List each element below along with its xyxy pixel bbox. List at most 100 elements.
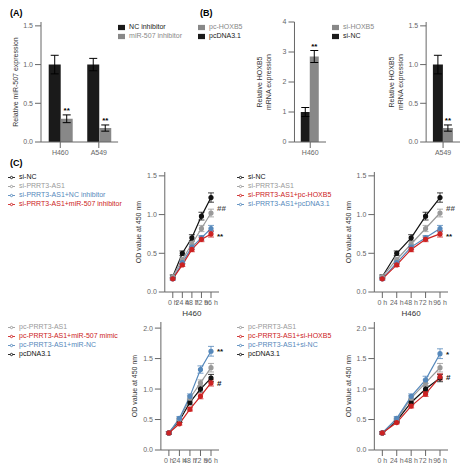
svg-text:2.0: 2.0 [357, 325, 367, 332]
svg-text:mRNA expression: mRNA expression [265, 54, 273, 110]
html-text:pc-PRRT3-AS1+miR-NC: pc-PRRT3-AS1+miR-NC [19, 341, 97, 348]
svg-text:96 h: 96 h [204, 457, 218, 464]
svg-text:H460: H460 [182, 309, 202, 318]
svg-text:0.5: 0.5 [23, 100, 33, 107]
svg-text:48 h: 48 h [404, 457, 418, 464]
svg-text:0 h: 0 h [377, 457, 387, 464]
svg-text:**: ** [445, 116, 452, 125]
svg-text:1: 1 [283, 108, 287, 115]
html-text:si-PRRT3-AS1+NC inhibitor: si-PRRT3-AS1+NC inhibitor [19, 191, 106, 198]
svg-text:72 h: 72 h [194, 299, 209, 306]
svg-text:**: ** [217, 232, 224, 241]
svg-text:**: ** [311, 42, 318, 51]
html-text:pc-PRRT3-AS1: pc-PRRT3-AS1 [248, 323, 297, 330]
svg-text:0.0: 0.0 [408, 138, 418, 145]
svg-text:##: ## [217, 204, 226, 213]
svg-text:0.5: 0.5 [357, 250, 367, 257]
svg-text:1.0: 1.0 [23, 61, 33, 68]
svg-text:H460: H460 [302, 149, 319, 156]
svg-text:24 h: 24 h [390, 299, 404, 306]
svg-text:1.5: 1.5 [23, 22, 33, 29]
html-text:pc-PRRT3-AS1: pc-PRRT3-AS1 [19, 323, 68, 330]
svg-text:24 h: 24 h [175, 299, 190, 306]
svg-text:24 h: 24 h [390, 457, 404, 464]
svg-text:OD value at 450 nm: OD value at 450 nm [345, 201, 352, 263]
svg-text:0 h: 0 h [167, 299, 178, 306]
html-text:pcDNA3.1: pcDNA3.1 [19, 350, 51, 357]
html-text:pcDNA3.1: pcDNA3.1 [209, 32, 241, 39]
svg-text:##: ## [446, 204, 455, 213]
html-text:0 h 24 h: 0 h 24 h [164, 457, 187, 464]
html-text:(C): (C) [10, 158, 23, 168]
svg-text:0.5: 0.5 [408, 100, 418, 107]
html-text:si-NC: si-NC [343, 32, 361, 39]
svg-text:A549: A549 [91, 149, 107, 156]
svg-text:2: 2 [283, 78, 287, 85]
svg-text:0.5: 0.5 [357, 416, 367, 423]
svg-text:48 h: 48 h [183, 457, 197, 464]
svg-text:OD value at 450 nm: OD value at 450 nm [345, 355, 352, 417]
svg-text:1.5: 1.5 [147, 172, 157, 179]
svg-text:A549: A549 [435, 149, 451, 156]
svg-text:Relative HOXB5: Relative HOXB5 [388, 56, 395, 107]
svg-text:1.5: 1.5 [357, 355, 367, 362]
svg-text:mRNA expression: mRNA expression [397, 54, 405, 110]
html-text:miR-507 inhibitor: miR-507 inhibitor [129, 32, 182, 39]
svg-text:OD value at 450 nm: OD value at 450 nm [135, 201, 142, 263]
svg-text:#: # [217, 379, 222, 388]
html-text:si-PRRT3-AS1+pcDNA3.1: si-PRRT3-AS1+pcDNA3.1 [248, 200, 330, 207]
html-text:(B): (B) [200, 8, 213, 18]
svg-text:*: * [446, 350, 450, 359]
svg-text:0.0: 0.0 [357, 446, 367, 453]
svg-text:#: # [446, 373, 451, 382]
html-text:si-NC: si-NC [248, 173, 266, 180]
svg-text:96 h: 96 h [204, 299, 218, 306]
svg-text:96 h: 96 h [433, 299, 447, 306]
html-text:si-HOXB5: si-HOXB5 [343, 23, 375, 30]
svg-text:0 h: 0 h [377, 299, 387, 306]
svg-text:1.0: 1.0 [357, 211, 367, 218]
svg-text:0.0: 0.0 [23, 138, 33, 145]
svg-text:48 h: 48 h [404, 299, 418, 306]
html-text:si-PRRT3-AS1+pc-HOXB5: si-PRRT3-AS1+pc-HOXB5 [248, 191, 332, 198]
svg-text:1.5: 1.5 [357, 172, 367, 179]
svg-text:72 h: 72 h [193, 457, 208, 464]
svg-text:72 h: 72 h [419, 299, 433, 306]
html-text:NC inhibitor: NC inhibitor [129, 23, 166, 30]
html-text:pc-PRRT3-AS1+miR-507 mimic: pc-PRRT3-AS1+miR-507 mimic [19, 332, 118, 339]
svg-text:1.0: 1.0 [408, 61, 418, 68]
svg-text:**: ** [64, 106, 71, 115]
svg-text:0.0: 0.0 [357, 288, 367, 295]
svg-text:0.0: 0.0 [147, 288, 157, 295]
html-text:si-PRRT3-AS1: si-PRRT3-AS1 [248, 182, 294, 189]
html-text:si-NC: si-NC [19, 173, 37, 180]
svg-text:4: 4 [283, 18, 287, 25]
svg-text:0.0: 0.0 [143, 446, 153, 453]
svg-text:H460: H460 [402, 309, 422, 318]
svg-text:2.0: 2.0 [143, 325, 153, 332]
svg-text:1.5: 1.5 [408, 22, 418, 29]
svg-text:1.0: 1.0 [147, 211, 157, 218]
svg-text:1.0: 1.0 [143, 386, 153, 393]
svg-text:**: ** [446, 232, 453, 241]
svg-text:Relative HOXB5: Relative HOXB5 [256, 56, 263, 107]
svg-text:**: ** [217, 347, 224, 356]
html-text:pc-PRRT3-AS1+si-HOXB5: pc-PRRT3-AS1+si-HOXB5 [248, 332, 332, 339]
svg-text:96 h: 96 h [433, 457, 447, 464]
svg-text:OD value at 450 nm: OD value at 450 nm [131, 355, 138, 417]
svg-text:1.0: 1.0 [357, 386, 367, 393]
svg-text:72 h: 72 h [419, 457, 433, 464]
svg-text:0.5: 0.5 [143, 416, 153, 423]
html-text:(A): (A) [10, 8, 23, 18]
svg-text:0.5: 0.5 [147, 250, 157, 257]
svg-text:0: 0 [283, 138, 287, 145]
html-text:si-PRRT3-AS1+miR-507 inhibitor: si-PRRT3-AS1+miR-507 inhibitor [19, 200, 122, 207]
html-text:si-PRRT3-AS1: si-PRRT3-AS1 [19, 182, 65, 189]
svg-text:3: 3 [283, 48, 287, 55]
svg-text:Relative miR-507 expression: Relative miR-507 expression [12, 37, 20, 127]
svg-text:48 h: 48 h [185, 299, 199, 306]
svg-text:**: ** [102, 116, 109, 125]
html-text:pc-HOXB5: pc-HOXB5 [209, 23, 243, 30]
svg-text:1.5: 1.5 [143, 355, 153, 362]
svg-text:H460: H460 [52, 149, 69, 156]
